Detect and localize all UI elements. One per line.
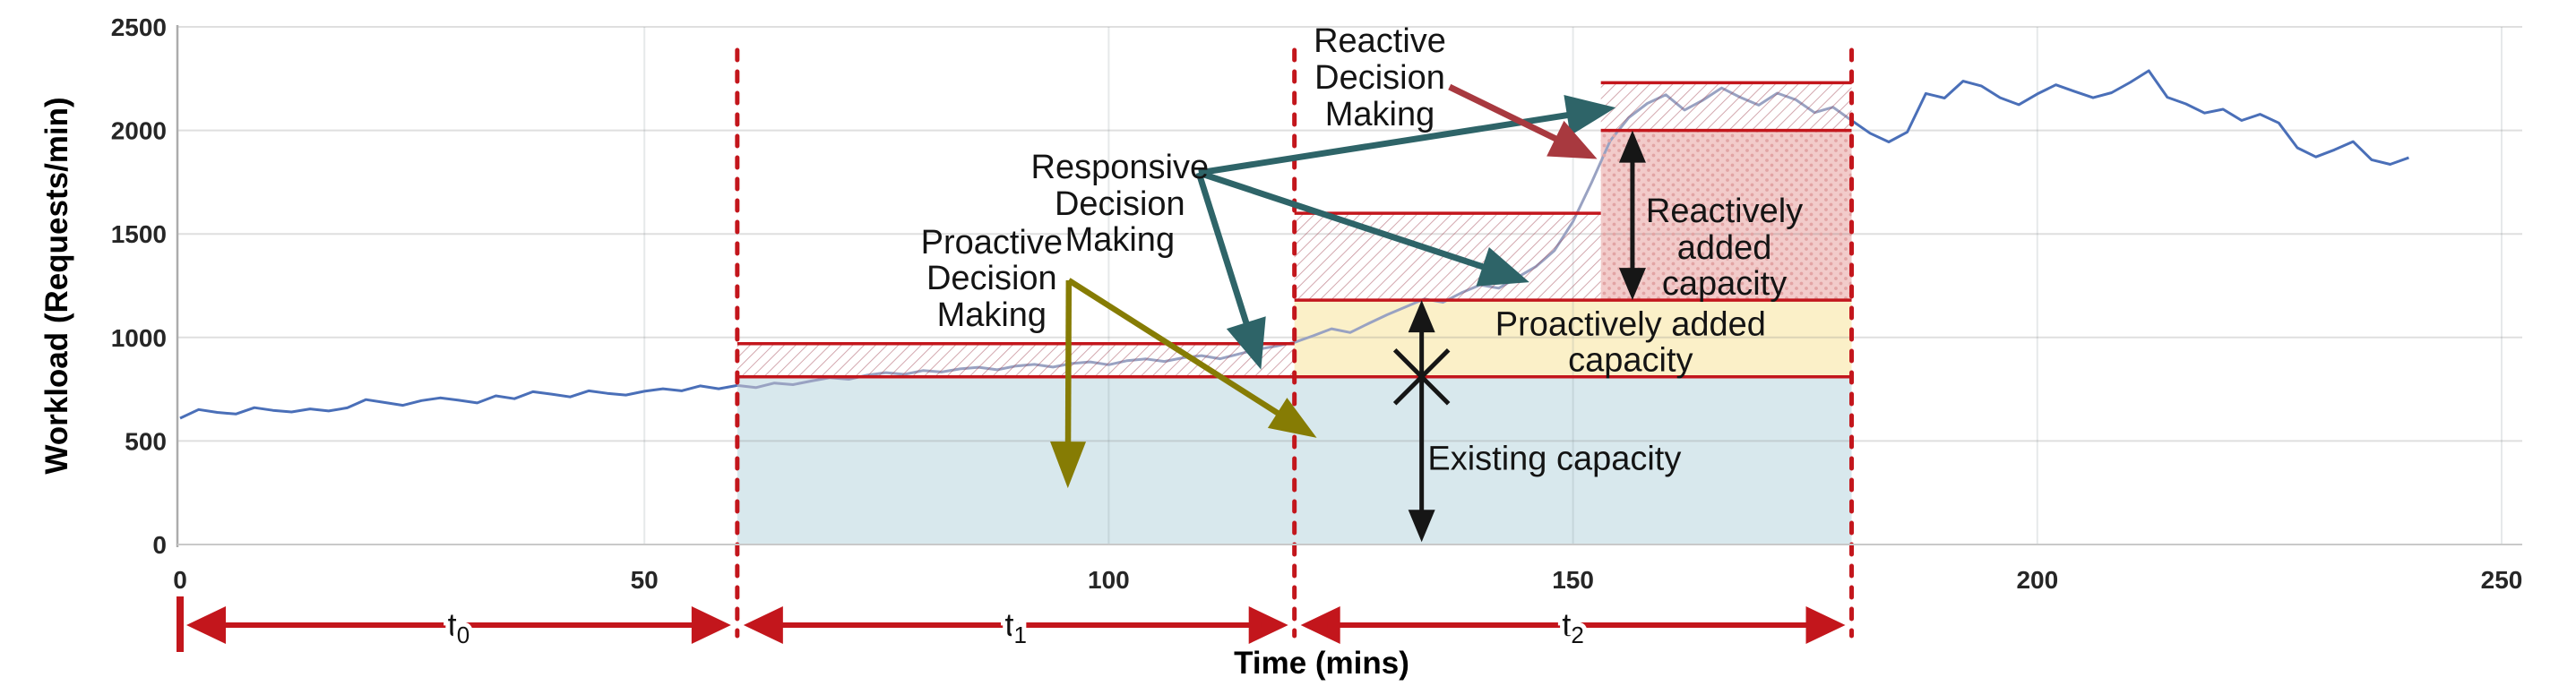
- reactive-measure-head: [1618, 268, 1646, 301]
- reactive-measure-head: [1618, 130, 1646, 163]
- x-tick-label: 0: [173, 566, 187, 594]
- y-tick-label: 2000: [111, 117, 167, 145]
- x-axis-title: Time (mins): [1234, 646, 1409, 681]
- phase-arrow-right-0-head: [691, 606, 731, 644]
- x-tick-label: 250: [2481, 566, 2523, 594]
- workload-line-seg0: [179, 383, 738, 420]
- phase-arrow-left-1-head: [743, 606, 783, 644]
- phase-arrow-right-2-head: [1805, 606, 1846, 644]
- workload-line-seg2: [1850, 69, 2409, 166]
- x-tick-label: 100: [1088, 566, 1130, 594]
- y-axis-title: Workload (Requests/min): [39, 97, 74, 475]
- x-tick-label: 150: [1552, 566, 1594, 594]
- responsive-to-climb-shaft: [1197, 169, 1494, 273]
- region-proactively-added-capacity: [1294, 300, 1852, 377]
- responsive-to-margin-head: [1226, 316, 1266, 370]
- phase-arrow-right-1-head: [1248, 606, 1288, 644]
- phase-label-1: t1: [1005, 606, 1027, 648]
- x-tick-label: 200: [2016, 566, 2058, 594]
- responsive-to-reactive-step-shaft: [1198, 110, 1578, 176]
- phase-axis-terminator: [177, 596, 184, 652]
- y-tick-label: 0: [152, 531, 167, 559]
- boundary-dashed-lines-layer: [735, 47, 1855, 639]
- y-tick-label: 1500: [111, 220, 167, 248]
- responsive-to-climb-head: [1476, 246, 1529, 287]
- proactive-pointer-diagonal-head: [1267, 398, 1317, 438]
- existing-and-proactive-measure-head: [1408, 510, 1435, 543]
- existing-and-proactive-measure-head: [1408, 300, 1435, 333]
- hatch-reactive-margin-hatch: [1600, 82, 1852, 131]
- measure-cross: [1392, 347, 1451, 406]
- y-tick-label: 500: [125, 427, 167, 455]
- proactive-pointer-down-shaft: [1064, 279, 1073, 451]
- x-tick-label: 50: [631, 566, 659, 594]
- phase-label-2: t2: [1562, 606, 1583, 648]
- proactive-pointer-diagonal-shaft: [1067, 278, 1288, 421]
- responsive-to-margin-shaft: [1195, 171, 1253, 333]
- hatch-proactive-margin-hatch: [737, 343, 1295, 377]
- phase-arrow-left-0-head: [186, 606, 226, 644]
- measure-arrows-layer: [1392, 130, 1646, 543]
- y-tick-label: 1000: [111, 324, 167, 352]
- reactive-pointer-head: [1546, 120, 1598, 159]
- phase-arrow-left-2-head: [1300, 606, 1340, 644]
- reactive-pointer-shaft: [1448, 83, 1565, 146]
- proactive-pointer-down-head: [1050, 442, 1087, 489]
- phase-label-0: t0: [448, 606, 470, 648]
- responsive-to-reactive-step-head: [1564, 94, 1616, 136]
- y-tick-label: 2500: [111, 13, 167, 41]
- annotation-arrows-layer: [1050, 83, 1616, 489]
